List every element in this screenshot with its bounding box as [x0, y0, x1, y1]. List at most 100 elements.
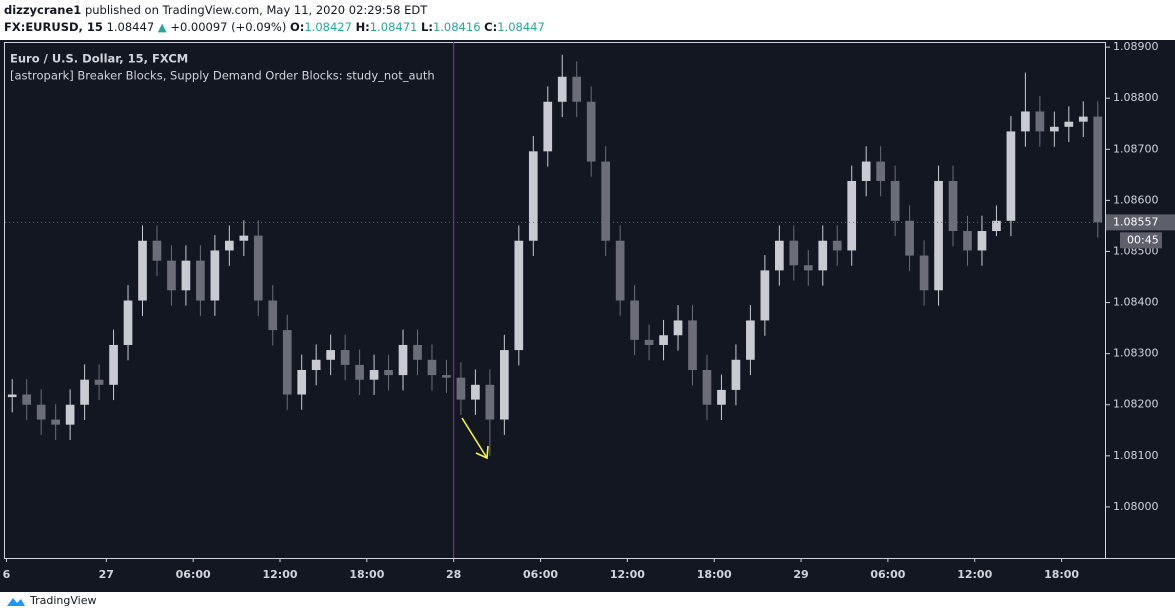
candle-body: [948, 180, 958, 232]
candle-body: [326, 350, 335, 360]
candle-body: [413, 344, 422, 360]
candle-body: [340, 350, 350, 365]
candle-body: [442, 375, 451, 378]
ohlc-value: 1.08416: [432, 20, 481, 34]
ohlc-value: 1.08427: [304, 20, 352, 34]
x-tick-label: 12:00: [262, 568, 297, 581]
candle-body: [717, 389, 726, 405]
candle-body: [51, 419, 60, 425]
candle-body: [1093, 116, 1103, 223]
candle-body: [225, 240, 234, 251]
header-line-1: dizzycrane1 published on TradingView.com…: [4, 2, 545, 19]
x-tick-label: 27: [99, 568, 114, 581]
candle-body: [1050, 126, 1059, 132]
y-tick-label: 1.08600: [1113, 193, 1159, 206]
candle-body: [36, 404, 46, 420]
candle-body: [369, 369, 379, 380]
x-tick-label: 6: [3, 568, 11, 581]
candle-body: [586, 101, 596, 162]
brand-logo: [7, 597, 25, 606]
chart-subtitle: [astropark] Breaker Blocks, Supply Deman…: [10, 69, 435, 83]
candle-body: [644, 339, 654, 345]
y-tick-label: 1.08400: [1113, 296, 1159, 309]
candle-body: [109, 344, 118, 385]
candle-body: [80, 379, 89, 405]
candle-body: [196, 260, 205, 301]
candles: [7, 54, 1103, 456]
y-tick-label: 1.08300: [1113, 347, 1159, 360]
price: 1.08447: [106, 20, 155, 34]
candle-body: [746, 320, 755, 360]
ohlc-label: O:: [289, 20, 305, 34]
x-tick-label: 12:00: [610, 568, 645, 581]
y-tick-label: 1.08100: [1113, 449, 1159, 462]
candle-body: [384, 369, 393, 376]
candle-body: [268, 300, 278, 331]
candle-body: [167, 260, 176, 291]
candle-body: [1078, 116, 1088, 122]
candle-body: [630, 300, 639, 340]
x-tick-label: 12:00: [957, 568, 992, 581]
candle-body: [427, 359, 437, 376]
chart: Euro / U.S. Dollar, 15, FXCM [astropark]…: [0, 40, 1175, 592]
candle-body: [876, 161, 885, 181]
candle-body: [282, 330, 292, 395]
candle-body: [673, 320, 683, 336]
candle-body: [398, 344, 408, 376]
published: published on TradingView.com, May 11, 20…: [84, 3, 428, 17]
candle-body: [659, 335, 668, 345]
candle-body: [702, 369, 712, 405]
candle-body: [688, 320, 697, 370]
candle-body: [1035, 111, 1045, 132]
y-tick-label: 1.08200: [1113, 398, 1159, 411]
candle-body: [528, 151, 538, 241]
candle-body: [456, 377, 466, 400]
candle-body: [557, 76, 567, 102]
candle-body: [919, 255, 929, 291]
y-tick-label: 1.08800: [1113, 91, 1159, 104]
up-arrow: ▲: [157, 20, 167, 34]
header-line-2: FX:EURUSD, 15 1.08447 ▲ +0.00097 (+0.09%…: [4, 19, 545, 36]
candle-body: [572, 76, 582, 102]
candle-body: [485, 384, 495, 420]
candle-body: [847, 180, 857, 251]
footer: TradingView: [6, 594, 96, 607]
candle-body: [7, 394, 17, 398]
candle-body: [992, 220, 1001, 232]
x-tick-label: 18:00: [349, 568, 384, 581]
author: dizzycrane1: [4, 3, 82, 17]
header: dizzycrane1 published on TradingView.com…: [4, 2, 545, 36]
candle-body: [832, 240, 842, 251]
x-tick-label: 29: [793, 568, 808, 581]
x-tick-label: 06:00: [523, 568, 558, 581]
candle-body: [297, 369, 307, 395]
candle-body: [731, 359, 741, 390]
countdown: 00:45: [1127, 233, 1159, 246]
x-tick-label: 18:00: [697, 568, 732, 581]
candle-body: [355, 364, 364, 380]
candle-body: [1064, 121, 1074, 127]
plot-border: [4, 42, 1106, 559]
x-tick-label: 06:00: [176, 568, 211, 581]
y-tick-label: 1.08900: [1113, 40, 1159, 53]
countdown-box: [1120, 232, 1162, 249]
candle-body: [210, 250, 220, 301]
candle-body: [905, 220, 914, 256]
x-tick-label: 06:00: [870, 568, 905, 581]
last-price-label: 1.08557: [1113, 215, 1159, 228]
candle-body: [181, 260, 191, 291]
ohlc-label: H:: [355, 20, 370, 34]
last-price-box: [1106, 214, 1175, 231]
candle-body: [311, 359, 321, 370]
candle-body: [615, 240, 625, 301]
brand: TradingView: [30, 594, 97, 607]
ohlc-label: C:: [484, 20, 498, 34]
candle-body: [543, 101, 553, 152]
symbol: FX:EURUSD, 15: [4, 20, 103, 34]
ohlc-value: 1.08471: [369, 20, 418, 34]
candle-body: [789, 240, 799, 266]
candle-body: [65, 404, 75, 425]
candle-body: [514, 240, 524, 351]
ohlc-label: L:: [421, 20, 433, 34]
